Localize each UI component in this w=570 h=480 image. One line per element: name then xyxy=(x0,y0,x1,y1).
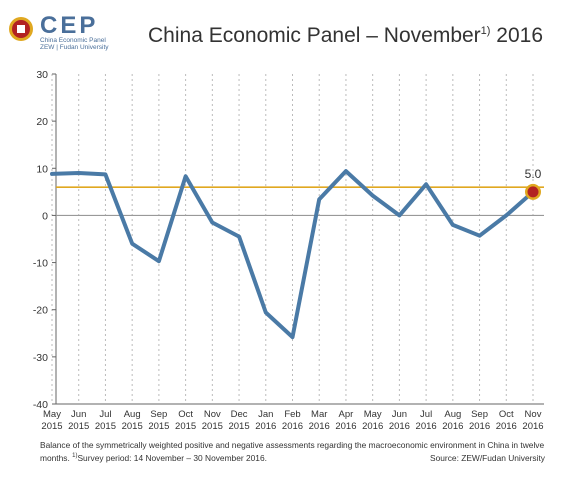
data-point xyxy=(424,182,428,186)
cep-logo: CEP China Economic Panel ZEW | Fudan Uni… xyxy=(8,12,148,51)
x-tick-label-year: 2015 xyxy=(95,421,116,432)
x-tick-label-month: Jun xyxy=(392,409,407,420)
data-point xyxy=(130,242,134,246)
y-tick-label: -40 xyxy=(33,399,48,411)
data-point xyxy=(397,213,401,217)
data-point xyxy=(103,172,107,176)
data-point xyxy=(264,311,268,315)
x-tick-label-month: Dec xyxy=(231,409,248,420)
x-tick-label-year: 2016 xyxy=(309,421,330,432)
y-axis: 30 20 10 0 -10 -20 -30 -40 xyxy=(33,69,56,411)
chart-title-main: China Economic Panel – November xyxy=(148,24,481,47)
x-tick-label-month: Aug xyxy=(444,409,461,420)
x-tick-label-month: Sep xyxy=(150,409,167,420)
x-tick-label-year: 2016 xyxy=(282,421,303,432)
x-tick-label-year: 2016 xyxy=(362,421,383,432)
x-tick-label-year: 2016 xyxy=(442,421,463,432)
data-point xyxy=(504,213,508,217)
x-tick-label-month: Nov xyxy=(525,409,542,420)
chart-marks: 5.0 xyxy=(50,167,542,339)
x-tick-label-year: 2015 xyxy=(148,421,169,432)
chart-title-year: 2016 xyxy=(496,24,544,47)
x-tick-label-month: Aug xyxy=(124,409,141,420)
x-tick-label-month: Nov xyxy=(204,409,221,420)
note-source: Source: ZEW/Fudan University xyxy=(430,452,545,463)
x-tick-label-year: 2016 xyxy=(389,421,410,432)
cep-logo-mark-icon xyxy=(9,17,33,41)
y-tick-label: 0 xyxy=(42,210,48,222)
logo-affiliation: ZEW | Fudan University xyxy=(40,44,109,51)
chart-lines xyxy=(50,169,544,340)
x-tick-label-year: 2016 xyxy=(335,421,356,432)
data-point xyxy=(371,194,375,198)
x-tick-label-year: 2015 xyxy=(41,421,62,432)
chart-title-footnote-mark: 1) xyxy=(480,25,491,37)
data-point xyxy=(237,235,241,239)
data-point xyxy=(317,197,321,201)
x-tick-label-month: Oct xyxy=(178,409,193,420)
x-tick-label-year: 2016 xyxy=(416,421,437,432)
x-tick-label-year: 2016 xyxy=(255,421,276,432)
last-point-label: 5.0 xyxy=(525,167,542,181)
x-tick-label-month: Apr xyxy=(339,409,354,420)
data-point xyxy=(50,172,54,176)
data-point xyxy=(184,174,188,178)
x-tick-label-month: Jul xyxy=(420,409,432,420)
x-axis: May2015Jun2015Jul2015Aug2015Sep2015Oct20… xyxy=(41,409,543,432)
chart-grid xyxy=(51,74,544,405)
y-tick-label: 10 xyxy=(36,163,48,175)
data-point xyxy=(451,223,455,227)
y-tick-label: -30 xyxy=(33,352,48,364)
y-tick-label: -20 xyxy=(33,305,48,317)
x-tick-label-year: 2016 xyxy=(496,421,517,432)
x-tick-label-year: 2015 xyxy=(175,421,196,432)
note-footnote-mark: 1) xyxy=(72,453,78,459)
x-tick-label-month: Jun xyxy=(71,409,86,420)
x-tick-label-month: Feb xyxy=(284,409,300,420)
logo-text: CEP xyxy=(40,12,99,39)
note-text: Balance of the symmetrically weighted po… xyxy=(40,440,545,463)
x-tick-label-month: Mar xyxy=(311,409,327,420)
y-tick-label: 20 xyxy=(36,116,48,128)
x-tick-label-month: Sep xyxy=(471,409,488,420)
x-tick-label-year: 2015 xyxy=(122,421,143,432)
note-footnote: Survey period: 14 November – 30 November… xyxy=(77,452,267,463)
x-tick-label-month: Jul xyxy=(99,409,111,420)
data-point xyxy=(210,221,214,224)
data-point xyxy=(77,171,81,175)
y-tick-label: 30 xyxy=(36,69,48,81)
x-tick-label-year: 2015 xyxy=(228,421,249,432)
x-tick-label-year: 2016 xyxy=(469,421,490,432)
x-tick-label-month: Oct xyxy=(499,409,514,420)
data-point xyxy=(478,234,482,238)
y-tick-label: -10 xyxy=(33,258,48,270)
x-tick-label-month: Jan xyxy=(258,409,273,420)
logo-subtitle: China Economic Panel xyxy=(40,37,106,44)
x-tick-label-year: 2016 xyxy=(522,421,543,432)
chart-title: China Economic Panel – November1) 2016 xyxy=(148,24,543,48)
x-tick-label-year: 2015 xyxy=(202,421,223,432)
x-tick-label-month: May xyxy=(43,409,61,420)
data-point xyxy=(157,259,161,263)
data-point xyxy=(291,335,294,339)
chart-note: Balance of the symmetrically weighted po… xyxy=(40,440,545,464)
data-point xyxy=(344,169,348,173)
x-tick-label-month: May xyxy=(364,409,382,420)
last-point-marker xyxy=(527,186,539,198)
x-tick-label-year: 2015 xyxy=(68,421,89,432)
